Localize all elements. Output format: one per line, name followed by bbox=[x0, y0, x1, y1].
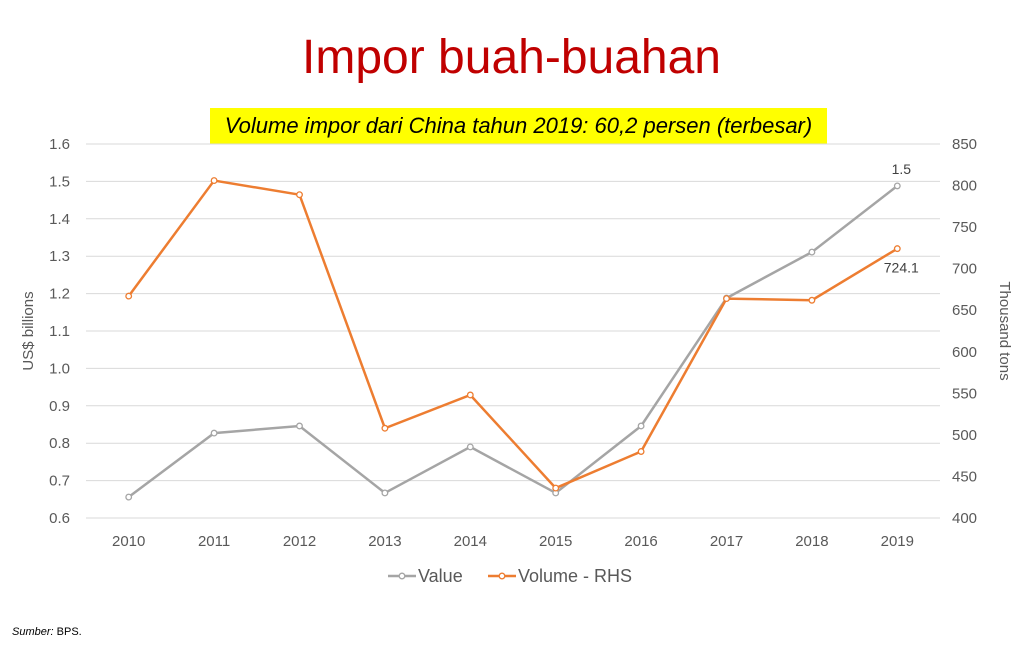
y-tick-label: 1.3 bbox=[49, 248, 70, 265]
data-point bbox=[637, 422, 645, 430]
x-tick-label: 2010 bbox=[112, 533, 145, 550]
data-point bbox=[893, 245, 901, 253]
source-note: Sumber: BPS. bbox=[12, 626, 82, 638]
y-tick-label: 0.9 bbox=[49, 398, 70, 415]
data-point bbox=[296, 191, 303, 199]
legend-marker bbox=[498, 572, 506, 580]
y2-axis-label: Thousand tons bbox=[996, 281, 1013, 380]
y2-tick-label: 400 bbox=[952, 510, 977, 527]
y2-tick-label: 600 bbox=[952, 344, 977, 361]
data-point bbox=[808, 248, 816, 256]
y2-tick-label: 550 bbox=[952, 385, 977, 402]
y-tick-label: 1.6 bbox=[49, 136, 70, 153]
x-tick-label: 2012 bbox=[283, 533, 316, 550]
y-tick-label: 0.7 bbox=[49, 473, 70, 490]
source-value: BPS. bbox=[56, 626, 82, 638]
page-title: Impor buah-buahan bbox=[302, 31, 721, 84]
subtitle-banner: Volume impor dari China tahun 2019: 60,2… bbox=[210, 108, 827, 144]
data-point bbox=[125, 292, 133, 300]
x-tick-label: 2018 bbox=[795, 533, 828, 550]
y-tick-label: 1.1 bbox=[49, 323, 70, 340]
legend-label: Volume - RHS bbox=[518, 566, 632, 586]
data-point bbox=[552, 484, 560, 492]
series-line-volume bbox=[127, 179, 898, 490]
data-label: 1.5 bbox=[892, 161, 912, 177]
data-point bbox=[808, 296, 816, 304]
x-tick-label: 2017 bbox=[710, 533, 743, 550]
y-axis-label: US$ billions bbox=[20, 291, 37, 370]
data-point bbox=[637, 448, 645, 455]
x-tick-label: 2011 bbox=[198, 533, 230, 550]
data-point bbox=[381, 489, 389, 497]
y-tick-label: 1.4 bbox=[49, 211, 70, 228]
data-label: 724.1 bbox=[884, 260, 919, 276]
y2-tick-label: 700 bbox=[952, 261, 977, 278]
x-tick-label: 2019 bbox=[881, 533, 914, 550]
y2-tick-label: 850 bbox=[952, 136, 977, 153]
data-point bbox=[125, 493, 133, 501]
series-line-value bbox=[127, 184, 899, 499]
data-point bbox=[893, 182, 901, 190]
y-tick-label: 1.2 bbox=[49, 286, 70, 303]
legend-label: Value bbox=[418, 566, 463, 586]
y-tick-label: 1.0 bbox=[49, 360, 70, 377]
y-tick-label: 0.8 bbox=[49, 435, 70, 452]
y2-tick-label: 650 bbox=[952, 302, 977, 319]
y2-tick-label: 750 bbox=[952, 219, 977, 236]
data-point bbox=[723, 295, 730, 303]
x-tick-label: 2013 bbox=[368, 533, 401, 550]
data-point bbox=[210, 177, 218, 185]
data-point bbox=[466, 391, 474, 399]
source-label: Sumber: bbox=[12, 626, 54, 638]
x-tick-label: 2014 bbox=[454, 533, 487, 550]
data-point bbox=[466, 443, 474, 451]
data-point bbox=[210, 429, 218, 437]
data-point bbox=[381, 424, 389, 432]
y-tick-label: 0.6 bbox=[49, 510, 70, 527]
legend-marker bbox=[398, 572, 406, 580]
y2-tick-label: 800 bbox=[952, 178, 977, 195]
y2-tick-label: 500 bbox=[952, 427, 977, 444]
x-tick-label: 2015 bbox=[539, 533, 572, 550]
data-point bbox=[296, 422, 303, 430]
x-tick-label: 2016 bbox=[624, 533, 657, 550]
y-tick-label: 1.5 bbox=[49, 173, 70, 190]
y2-tick-label: 450 bbox=[952, 468, 977, 485]
